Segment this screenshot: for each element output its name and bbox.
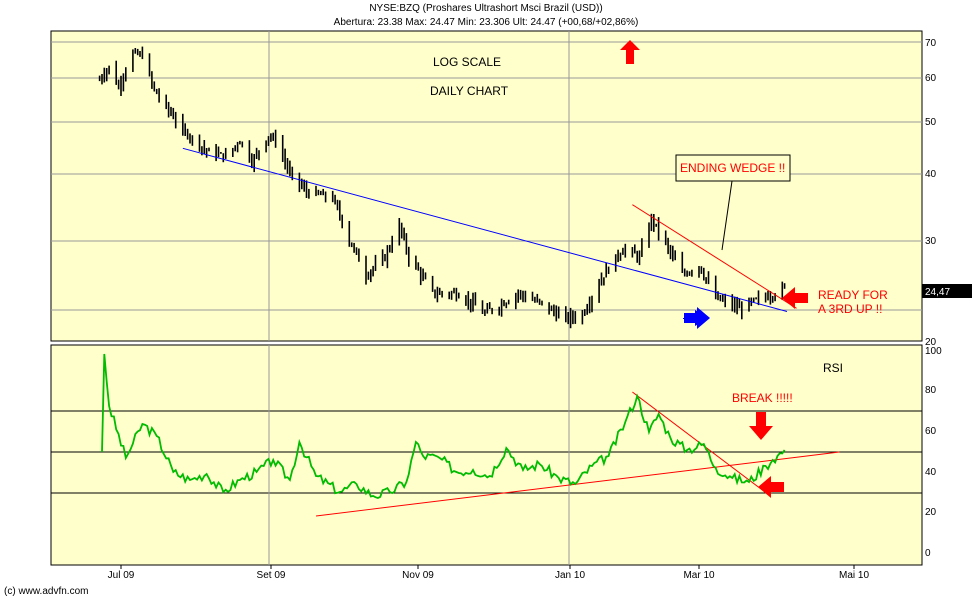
rsi-title: RSI [823,361,843,375]
tick-label: 30 [925,236,937,247]
x-tick-label: Jul 09 [108,570,135,581]
tick-label: 20 [925,337,937,348]
price-series [98,46,786,329]
price-trendlines [182,147,797,312]
blue-trendline [182,147,788,312]
last-price-flag: 24,47 [922,284,972,298]
blue-right-arrow-icon [684,307,710,329]
rsi-series [101,353,786,499]
x-tick-label: Mar 10 [683,570,715,581]
x-tick-label: Mai 10 [839,570,869,581]
left-arrow-icon [782,287,808,309]
up-arrow-icon [620,40,640,64]
rsi-levels [51,410,922,494]
tick-label: 40 [925,467,937,478]
chart-title: NYSE:BZQ (Proshares Ultrashort Msci Braz… [369,3,603,14]
tick-label: 20 [925,507,937,518]
x-tick-label: Set 09 [257,570,286,581]
price-panel [50,30,923,342]
ready-for-label: READY FOR [818,288,888,302]
tick-label: 100 [925,346,942,357]
rsi-line [101,353,786,499]
red-trendline [632,204,797,309]
rsi-panel [50,344,923,566]
tick-label: 80 [925,385,937,396]
last-price-label: 24,47 [925,287,950,298]
rsi-trendline [315,451,840,517]
tick-label: 50 [925,117,937,128]
copyright: (c) www.advfn.com [4,586,89,597]
tick-label: 0 [925,548,931,559]
x-tick-label: Jan 10 [555,570,585,581]
ending-wedge-box [675,154,791,182]
tick-label: 70 [925,38,937,49]
x-ticks [120,565,855,569]
ending-wedge-label: ENDING WEDGE !! [680,161,785,175]
quote-line: Abertura: 23.38 Max: 24.47 Min: 23.306 U… [333,17,639,28]
tick-label: 60 [925,73,937,84]
daily-chart-label: DAILY CHART [430,84,509,98]
tick-label: 60 [925,426,937,437]
price-y-axis: 20 30 40 50 60 70 [925,38,937,348]
break-label: BREAK !!!!! [732,391,793,405]
x-tick-label: Nov 09 [402,570,434,581]
rsi-left-arrow-icon [758,476,784,498]
down-arrow-icon [749,412,773,440]
callout-line [721,180,733,251]
rsi-y-axis: 0 20 40 60 80 100 [925,346,942,559]
third-up-label: A 3RD UP !! [818,302,882,316]
x-axis: Jul 09 Set 09 Nov 09 Jan 10 Mar 10 Mai 1… [108,570,870,581]
log-scale-label: LOG SCALE [433,55,501,69]
rsi-gridlines [268,345,570,565]
tick-label: 40 [925,169,937,180]
